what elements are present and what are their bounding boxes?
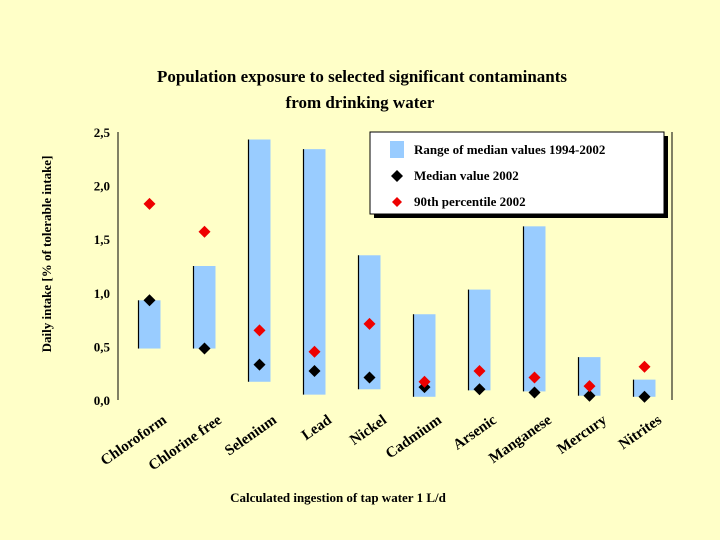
range-bar xyxy=(193,266,216,349)
legend-marker-median xyxy=(391,170,403,182)
x-category-label: Arsenic xyxy=(450,412,500,453)
median-marker xyxy=(473,383,486,396)
median-marker xyxy=(143,294,156,307)
x-category-label: Nickel xyxy=(347,412,390,449)
y-tick-label: 0,0 xyxy=(94,393,110,408)
x-axis-label: Calculated ingestion of tap water 1 L/d xyxy=(230,490,446,505)
median-marker xyxy=(308,365,321,378)
x-category-label: Nitrites xyxy=(616,412,665,453)
x-category-label: Lead xyxy=(299,412,335,444)
x-category-label: Cadmium xyxy=(383,412,445,462)
range-bar xyxy=(633,379,656,397)
p90-marker xyxy=(143,197,156,210)
p90-marker xyxy=(363,317,376,330)
x-category-label: Manganese xyxy=(486,412,555,467)
legend-label-p90: 90th percentile 2002 xyxy=(414,194,526,209)
median-marker xyxy=(253,358,266,371)
range-bar xyxy=(413,314,436,397)
legend-label-median: Median value 2002 xyxy=(414,168,519,183)
median-marker xyxy=(198,342,211,355)
chart-title-line-1: Population exposure to selected signific… xyxy=(157,67,567,86)
p90-marker xyxy=(638,360,651,373)
y-tick-label: 1,0 xyxy=(94,286,110,301)
legend-box xyxy=(369,131,665,215)
x-category-label: Mercury xyxy=(554,412,610,458)
x-category-label: Selenium xyxy=(222,412,280,459)
y-tick-label: 2,0 xyxy=(94,179,110,194)
range-bar xyxy=(248,139,271,382)
y-tick-label: 1,5 xyxy=(94,232,111,247)
median-marker xyxy=(363,371,376,384)
legend-label-range: Range of median values 1994-2002 xyxy=(414,142,605,157)
median-marker xyxy=(528,386,541,399)
chart-title-line-2: from drinking water xyxy=(286,93,435,112)
median-marker xyxy=(583,389,596,402)
p90-marker xyxy=(418,375,431,388)
p90-marker xyxy=(198,225,211,238)
range-bar xyxy=(468,289,491,391)
p90-marker xyxy=(308,345,321,358)
p90-marker xyxy=(528,371,541,384)
range-bar xyxy=(303,149,326,395)
p90-marker xyxy=(583,380,596,393)
p90-marker xyxy=(253,324,266,337)
y-axis-label: Daily intake [% of tolerable intake] xyxy=(39,156,54,353)
legend-marker-p90 xyxy=(392,197,402,207)
y-tick-label: 2,5 xyxy=(94,125,111,140)
range-bar xyxy=(138,300,161,349)
range-bar xyxy=(523,226,546,392)
legend-swatch-range xyxy=(390,141,404,158)
chart-title: Population exposure to selected signific… xyxy=(157,67,567,112)
median-marker xyxy=(638,390,651,403)
y-tick-label: 0,5 xyxy=(94,339,111,354)
legend: Range of median values 1994-2002 Median … xyxy=(369,131,668,218)
p90-marker xyxy=(473,365,486,378)
